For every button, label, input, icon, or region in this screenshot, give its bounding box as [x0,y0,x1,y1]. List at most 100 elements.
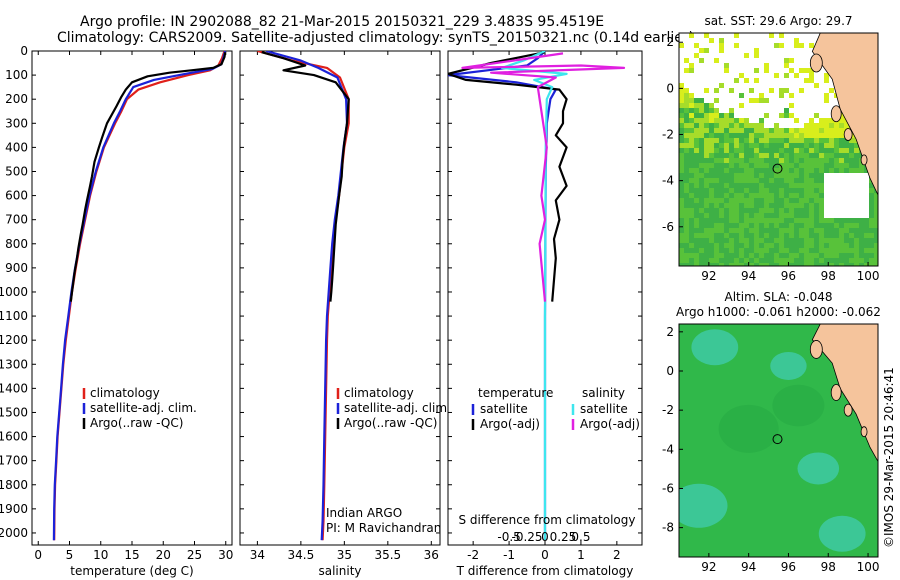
x-tick-label: 35.5 [374,548,401,562]
y-tick-label: 500 [5,164,28,178]
s-tick-label: 0 [541,530,549,544]
island [809,53,823,73]
x-tick-label: -2 [467,548,479,562]
legend-header-temperature: temperature [478,386,553,400]
legend-label: Argo(..raw -QC) [90,416,183,430]
sla-blob [718,404,779,453]
island [830,105,842,123]
y-tick-label: 1800 [0,478,28,492]
series-line-1 [448,51,568,302]
s-tick-label: 0.25 [550,530,577,544]
s-tick-label: -0.25 [512,530,543,544]
sst-map-title: sat. SST: 29.6 Argo: 29.7 [704,14,852,28]
sla-blob [818,515,866,552]
y-tick-label: 0 [666,81,674,95]
series-line-2 [261,51,350,302]
x-tick-label: 20 [156,548,171,562]
map-frame [678,323,879,558]
x-tick-label: 94 [741,269,756,283]
legend-header-salinity: salinity [582,386,625,400]
x-tick-label: 36 [424,548,439,562]
x-tick-label: 98 [821,560,836,574]
pi-institution: Indian ARGO [326,506,402,520]
legend-label: climatology [344,386,414,400]
y-tick-label: 1000 [0,285,28,299]
y-tick-label: -8 [662,521,674,535]
chart-temperature: 0 5 10 15 20 25 300100200300400500600700800900… [0,44,233,578]
s-axis-label: S difference from climatology [459,513,636,527]
y-tick-label: 200 [5,92,28,106]
y-tick-label: 2 [666,325,674,339]
x-axis-label: T difference from climatology [456,564,634,578]
y-tick-label: 400 [5,140,28,154]
island [860,154,868,166]
y-tick-label: 1500 [0,405,28,419]
map-frame [678,32,879,267]
chart-sla-map: 92 94 96 98 100 2 0 -2 -4 -6 -8 Altim. SLA: -0.048A… [662,290,881,574]
sla-blob [691,329,739,366]
legend-label: climatology [90,386,160,400]
y-tick-label: 0 [20,44,28,58]
sla-map-subtitle: Argo h1000: -0.061 h2000: -0.062 [676,305,881,319]
series-line-2 [69,52,227,302]
x-tick-label: 34 [250,548,265,562]
x-tick-label: -1 [503,548,515,562]
chart-sst-map: 92 94 96 98 100 2 0 -2 -4 -6 sat. SST: 29.6 Argo: … [662,14,879,283]
y-tick-label: 700 [5,213,28,227]
y-tick-label: 1900 [0,502,28,516]
sla-blob [770,351,807,380]
x-axis-label: salinity [318,564,361,578]
plot-frame [31,50,233,546]
x-tick-label: 96 [781,269,796,283]
chart-salinity: 34 34.5 35 35.5 36 salinity climatologysatelli… [239,50,451,578]
legend-label: Argo(-adj) [580,417,640,431]
figure-title-line2: Climatology: CARS2009. Satellite-adjuste… [57,30,694,46]
y-tick-label: -6 [662,481,674,495]
legend-label: Argo(-adj) [480,417,540,431]
island [830,384,842,401]
x-tick-label: 1 [577,548,585,562]
sla-blob [772,384,825,427]
chart-difference: -2 -1 0 1 2 T difference from climatology S di… [447,50,643,578]
series-line-3 [461,52,626,302]
y-tick-label: 100 [5,68,28,82]
x-tick-label: 100 [857,560,880,574]
y-tick-label: 2000 [0,526,28,540]
y-tick-label: 800 [5,237,28,251]
island [843,403,853,417]
y-tick-label: 1100 [0,309,28,323]
x-tick-label: 0 [34,548,42,562]
island [843,128,853,141]
y-tick-label: 600 [5,189,28,203]
island [809,340,823,359]
x-tick-label: 0 [541,548,549,562]
argo-float-marker [772,163,783,174]
y-tick-label: -2 [662,403,674,417]
pi-name: PI: M Ravichandran [326,521,441,535]
x-tick-label: 96 [781,560,796,574]
y-tick-label: 900 [5,261,28,275]
legend-label: Argo(..raw -QC) [344,416,437,430]
map-field [679,33,878,266]
map-field [679,324,878,557]
x-tick-label: 2 [613,548,621,562]
legend-label: satellite [580,402,628,416]
legend-label: satellite [480,402,528,416]
sla-blob [679,483,728,528]
x-axis-label: temperature (deg C) [70,564,193,578]
y-tick-label: 1600 [0,430,28,444]
x-tick-label: 94 [741,560,756,574]
x-tick-label: 92 [701,560,716,574]
sla-map-title: Altim. SLA: -0.048 [724,290,832,304]
x-tick-label: 30 [218,548,233,562]
x-tick-label: 92 [701,269,716,283]
x-tick-label: 98 [821,269,836,283]
island [860,426,868,438]
legend-label: satellite-adj. clim. [344,401,451,415]
x-tick-label: 34.5 [288,548,315,562]
y-tick-label: 1700 [0,454,28,468]
figure-title-line1: Argo profile: IN 2902088_82 21-Mar-2015 … [80,14,604,30]
y-tick-label: -2 [662,128,674,142]
series-line-1 [265,51,349,541]
